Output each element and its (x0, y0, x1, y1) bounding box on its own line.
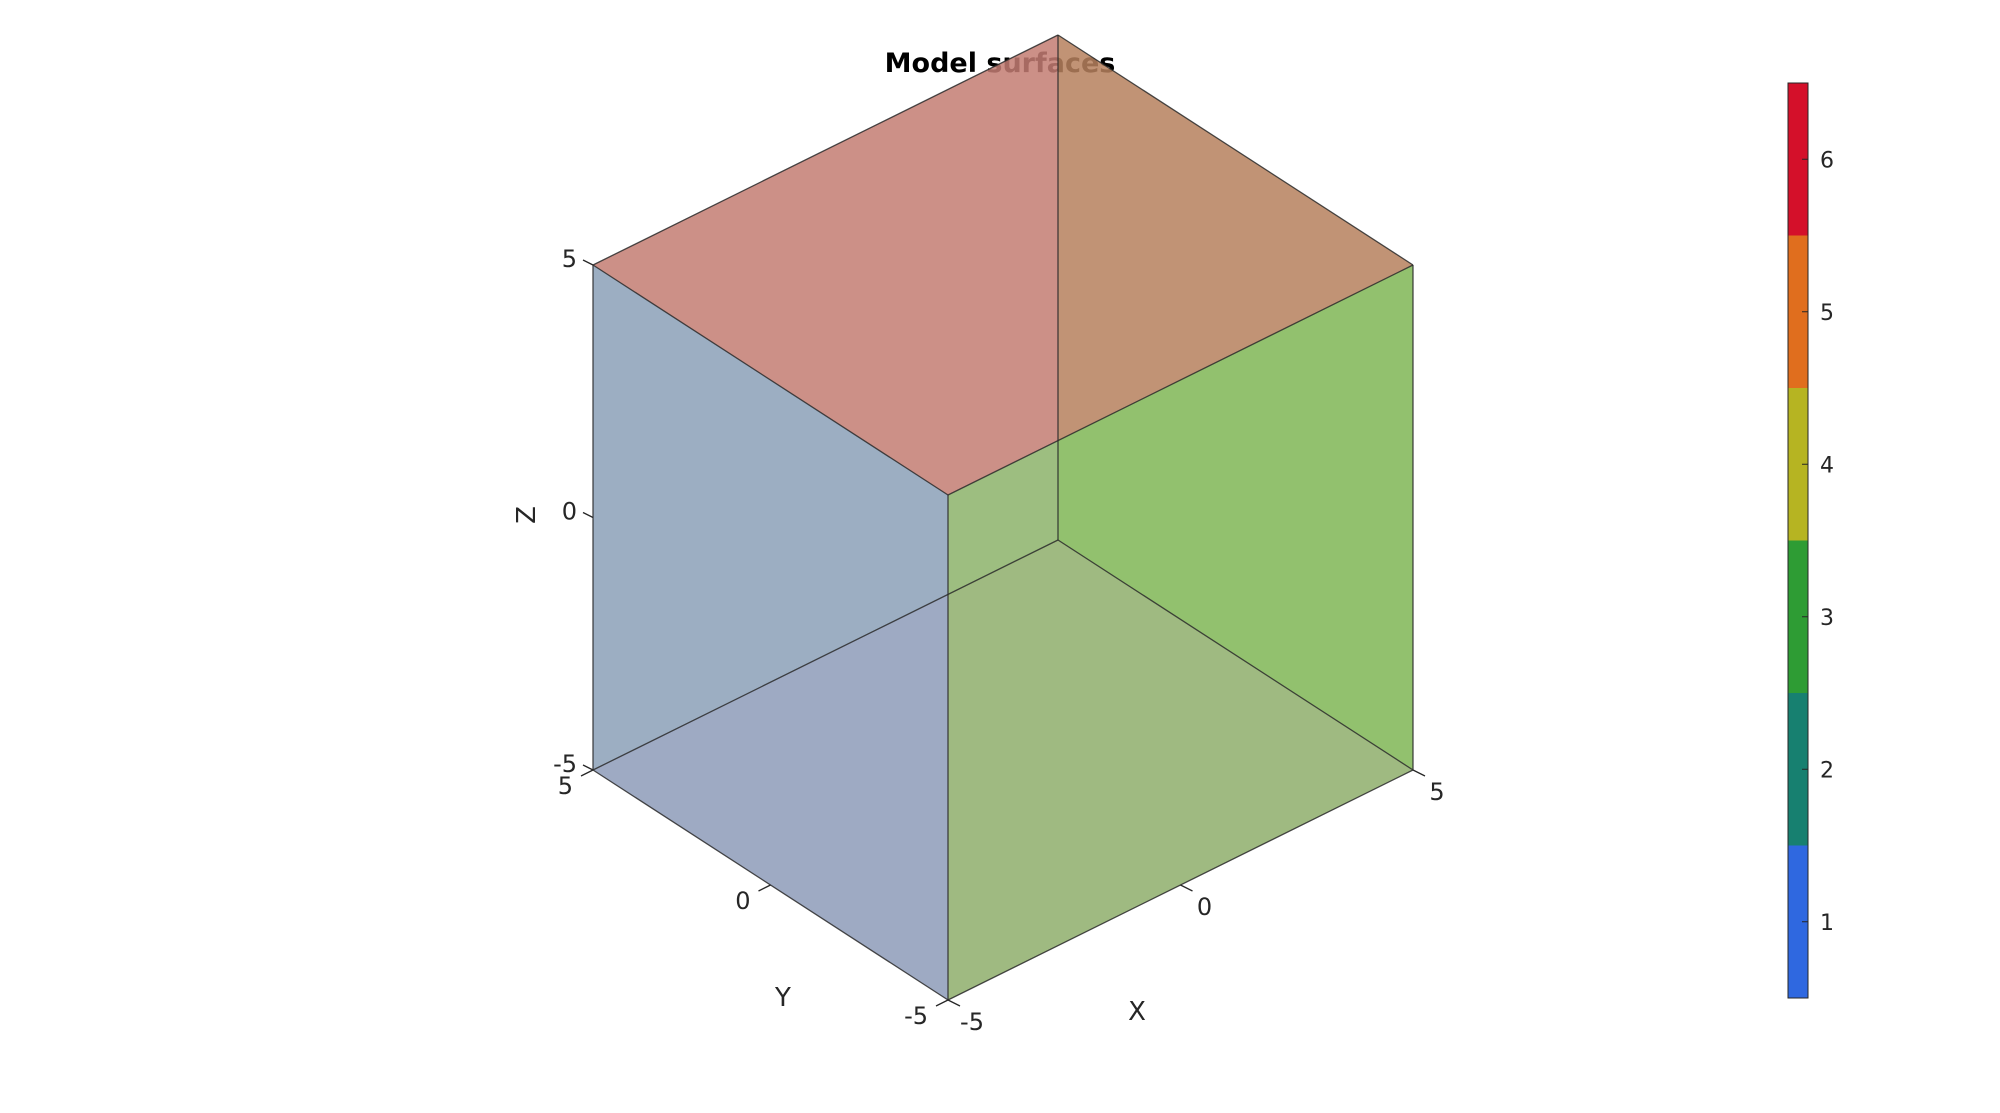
cube-faces (593, 35, 1413, 1000)
colorbar-tick-label: 6 (1820, 148, 1834, 173)
colorbar-frame (1787, 82, 1809, 999)
x-tick (947, 999, 961, 1007)
colorbar-tick-label: 4 (1820, 453, 1834, 478)
x-tick-label: 5 (1429, 778, 1444, 806)
cube-edge (592, 34, 1059, 266)
face-top (593, 35, 1413, 495)
x-tick-label: -5 (960, 1008, 984, 1036)
z-axis-label: Z (512, 506, 542, 524)
x-axis-label: X (1128, 997, 1146, 1027)
z-tick (582, 259, 594, 266)
cube-edges (592, 34, 1414, 1001)
colorbar-tick-label: 2 (1820, 758, 1834, 783)
y-tick (580, 769, 594, 777)
z-tick-label: 5 (562, 245, 577, 273)
colorbar-segment (1788, 845, 1808, 998)
face-front-left (593, 265, 948, 1000)
y-tick-label: -5 (904, 1002, 928, 1030)
colorbar-segment (1788, 83, 1808, 236)
cube-edge (1057, 34, 1414, 266)
z-tick (582, 764, 594, 771)
colorbar: 1 2 3 4 5 6 (1787, 82, 1834, 999)
x-tick (1412, 769, 1426, 777)
colorbar-tick-label: 1 (1820, 911, 1834, 936)
z-tick-label: 0 (562, 498, 577, 526)
z-tick (582, 511, 594, 519)
cube-edge (592, 539, 1059, 771)
colorbar-tick-label: 5 (1820, 301, 1834, 326)
cube-edge (592, 264, 949, 496)
colorbar-segment (1788, 540, 1808, 693)
colorbar-tick-label: 3 (1820, 606, 1834, 631)
y-tick (935, 999, 949, 1007)
y-axis-label: Y (774, 983, 791, 1013)
x-tick-label: 0 (1197, 893, 1212, 921)
y-tick (758, 884, 771, 892)
colorbar-segment (1788, 693, 1808, 846)
y-tick-label: 5 (558, 772, 573, 800)
cube-edge (1057, 539, 1414, 771)
colorbar-segment (1788, 235, 1808, 388)
x-tick (1180, 884, 1193, 892)
y-tick-label: 0 (735, 887, 750, 915)
z-tick-label: -5 (553, 750, 577, 778)
axis-ticks: -505-505-505 (553, 245, 1445, 1036)
colorbar-segment (1788, 388, 1808, 541)
face-front-right (948, 265, 1413, 1000)
cube-edge (947, 264, 1414, 496)
